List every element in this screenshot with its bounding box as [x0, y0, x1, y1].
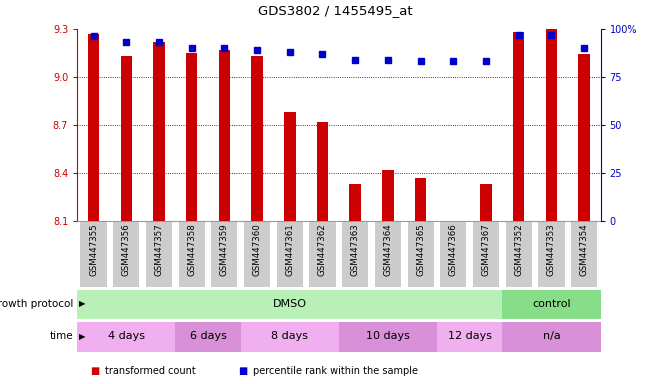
- Text: GSM447361: GSM447361: [285, 223, 295, 276]
- Text: 10 days: 10 days: [366, 331, 410, 341]
- Text: transformed count: transformed count: [105, 366, 196, 376]
- Text: GSM447362: GSM447362: [318, 223, 327, 276]
- Bar: [211, 222, 238, 286]
- Text: ■: ■: [238, 366, 248, 376]
- Text: 12 days: 12 days: [448, 331, 492, 341]
- Text: GSM447366: GSM447366: [449, 223, 458, 276]
- Text: GSM447357: GSM447357: [154, 223, 164, 276]
- Bar: [252, 56, 263, 221]
- Bar: [241, 322, 339, 352]
- Text: GDS3802 / 1455495_at: GDS3802 / 1455495_at: [258, 4, 413, 17]
- Text: growth protocol: growth protocol: [0, 299, 74, 309]
- Bar: [437, 322, 503, 352]
- Text: ▶: ▶: [79, 332, 85, 341]
- Bar: [309, 222, 336, 286]
- Bar: [186, 53, 197, 221]
- Text: percentile rank within the sample: percentile rank within the sample: [253, 366, 418, 376]
- Bar: [538, 222, 564, 286]
- Text: 8 days: 8 days: [271, 331, 308, 341]
- Bar: [284, 112, 295, 221]
- Bar: [88, 33, 99, 221]
- Bar: [350, 184, 361, 221]
- Bar: [503, 290, 601, 319]
- Bar: [146, 222, 172, 286]
- Text: GSM447359: GSM447359: [220, 223, 229, 276]
- Text: 4 days: 4 days: [108, 331, 145, 341]
- Text: GSM447358: GSM447358: [187, 223, 196, 276]
- Bar: [77, 322, 175, 352]
- Bar: [578, 55, 590, 221]
- Bar: [81, 222, 107, 286]
- Bar: [375, 222, 401, 286]
- Bar: [219, 50, 230, 221]
- Bar: [113, 222, 140, 286]
- Bar: [440, 222, 466, 286]
- Text: GSM447356: GSM447356: [121, 223, 131, 276]
- Bar: [506, 222, 532, 286]
- Bar: [571, 222, 597, 286]
- Bar: [153, 41, 164, 221]
- Text: DMSO: DMSO: [273, 299, 307, 309]
- Bar: [276, 222, 303, 286]
- Text: 6 days: 6 days: [190, 331, 226, 341]
- Bar: [77, 290, 503, 319]
- Bar: [415, 177, 426, 221]
- Bar: [480, 184, 492, 221]
- Bar: [244, 222, 270, 286]
- Text: ■: ■: [91, 366, 100, 376]
- Bar: [178, 222, 205, 286]
- Bar: [382, 170, 394, 221]
- Text: GSM447354: GSM447354: [580, 223, 588, 276]
- Text: GSM447353: GSM447353: [547, 223, 556, 276]
- Bar: [175, 322, 241, 352]
- Text: GSM447352: GSM447352: [514, 223, 523, 276]
- Bar: [546, 29, 557, 221]
- Bar: [121, 56, 132, 221]
- Bar: [473, 222, 499, 286]
- Text: GSM447364: GSM447364: [383, 223, 393, 276]
- Text: GSM447360: GSM447360: [252, 223, 262, 276]
- Text: time: time: [50, 331, 74, 341]
- Text: n/a: n/a: [543, 331, 560, 341]
- Bar: [513, 32, 525, 221]
- Bar: [407, 222, 433, 286]
- Text: GSM447365: GSM447365: [416, 223, 425, 276]
- Bar: [503, 322, 601, 352]
- Text: control: control: [532, 299, 571, 309]
- Text: GSM447355: GSM447355: [89, 223, 98, 276]
- Text: GSM447367: GSM447367: [482, 223, 491, 276]
- Bar: [317, 122, 328, 221]
- Text: ▶: ▶: [79, 299, 85, 308]
- Bar: [339, 322, 437, 352]
- Bar: [342, 222, 368, 286]
- Text: GSM447363: GSM447363: [351, 223, 360, 276]
